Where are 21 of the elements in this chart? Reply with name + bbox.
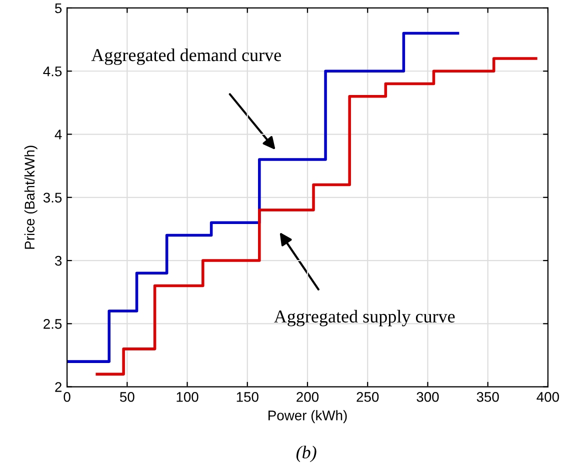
y-tick-label: 4.5	[43, 66, 62, 76]
y-axis-title: Price (Baht/kWh)	[24, 146, 38, 249]
x-tick-label: 150	[236, 392, 258, 402]
y-tick-label: 2	[55, 382, 62, 392]
y-tick-label: 2.5	[44, 319, 62, 329]
y-tick-label: 4	[54, 130, 62, 140]
x-tick-label: 100	[176, 392, 198, 402]
text: (b)	[296, 446, 316, 462]
y-tick-label: 3.5	[43, 192, 62, 203]
x-tick-label: 250	[356, 392, 379, 402]
x-tick-label: 300	[416, 392, 439, 402]
x-tick-label: 400	[536, 392, 559, 402]
x-tick-label: 0	[64, 392, 70, 402]
x-tick-label: 50	[120, 392, 134, 402]
annotation: Aggregated supply curve	[274, 310, 455, 326]
x-tick-label: 350	[476, 392, 499, 402]
y-tick-label: 3	[54, 256, 62, 266]
x-axis-title: Power (kWh)	[268, 410, 347, 424]
annotation: Aggregated demand curve	[91, 48, 281, 65]
x-tick-label: 200	[296, 392, 319, 402]
y-tick-label: 5	[55, 3, 62, 14]
